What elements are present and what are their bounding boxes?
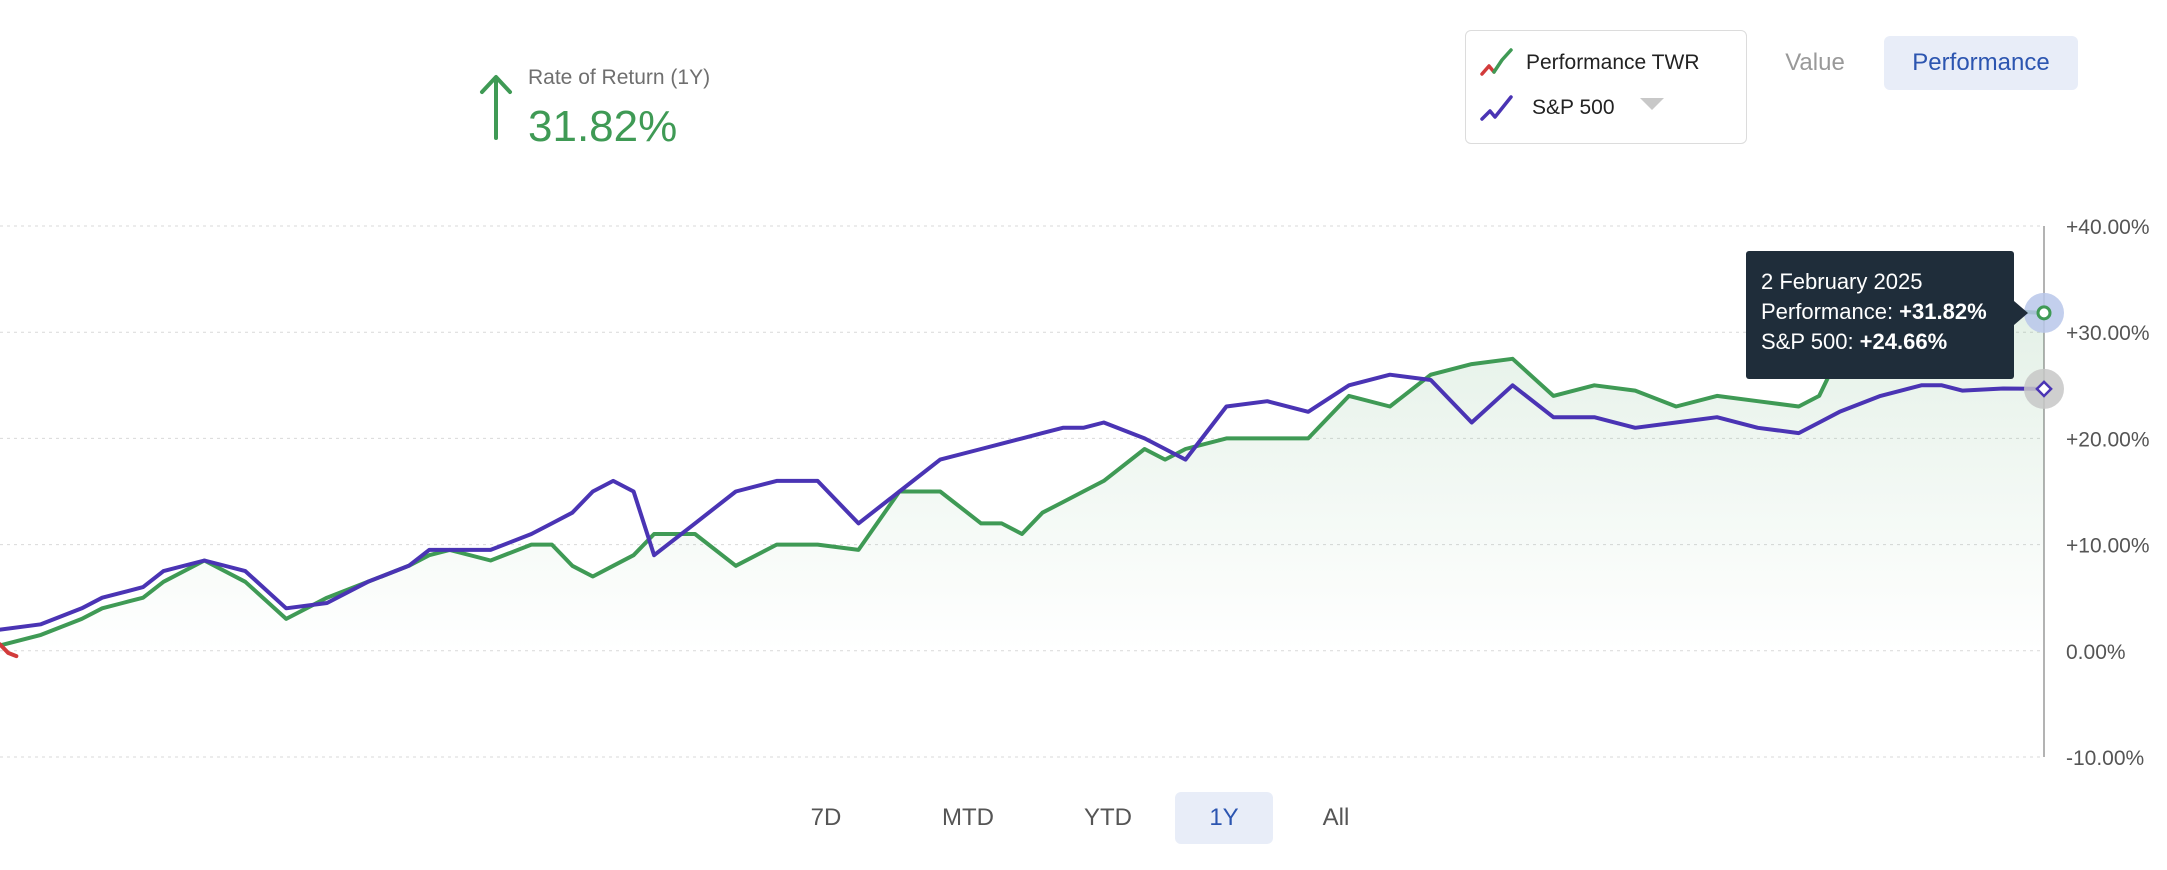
y-tick-label: +20.00% (2066, 428, 2150, 451)
performance-area (0, 311, 2044, 651)
benchmark-marker (2035, 380, 2053, 398)
arrow-up-icon (480, 75, 512, 140)
rate-of-return-label: Rate of Return (1Y) (528, 66, 711, 89)
y-tick-label: +40.00% (2066, 216, 2150, 239)
legend-item-performance[interactable]: Performance TWR (1480, 43, 1700, 83)
tooltip-benchmark-value: +24.66% (1859, 329, 1948, 354)
range-all-button[interactable]: All (1322, 804, 1350, 831)
benchmark-dropdown-caret-icon[interactable] (1640, 98, 1664, 110)
performance-marker (2036, 305, 2052, 321)
tooltip-performance-value: +31.82% (1899, 299, 1987, 324)
tooltip-pointer (2014, 301, 2028, 325)
y-tick-label: +10.00% (2066, 535, 2150, 558)
legend-label-benchmark: S&P 500 (1532, 96, 1615, 119)
y-tick-label: -10.00% (2066, 747, 2144, 770)
chart-legend[interactable]: Performance TWR S&P 500 (1465, 30, 1747, 144)
range-mtd-button[interactable]: MTD (942, 804, 994, 831)
legend-label-performance: Performance TWR (1526, 51, 1700, 74)
tooltip-date: 2 February 2025 (1761, 269, 1923, 294)
rate-of-return-value: 31.82% (528, 102, 678, 151)
toggle-value-button[interactable]: Value (1785, 49, 1845, 76)
range-ytd-button[interactable]: YTD (1084, 804, 1132, 831)
range-7d-button[interactable]: 7D (810, 804, 842, 831)
tooltip-performance: Performance: +31.82% (1761, 299, 1987, 324)
range-1y-button[interactable]: 1Y (1175, 792, 1273, 844)
y-tick-label: 0.00% (2066, 641, 2126, 664)
chart-tooltip: 2 February 2025 Performance: +31.82% S&P… (1746, 251, 2014, 379)
benchmark-line-icon (1480, 95, 1513, 121)
legend-item-benchmark[interactable]: S&P 500 (1480, 88, 1615, 128)
benchmark-line (0, 372, 2046, 632)
performance-negative-segment (0, 642, 19, 659)
performance-line-icon (1480, 48, 1513, 76)
y-tick-label: +30.00% (2066, 322, 2150, 345)
toggle-performance-button[interactable]: Performance (1884, 36, 2078, 90)
performance-line (0, 309, 2046, 648)
tooltip-benchmark: S&P 500: +24.66% (1761, 329, 1948, 354)
